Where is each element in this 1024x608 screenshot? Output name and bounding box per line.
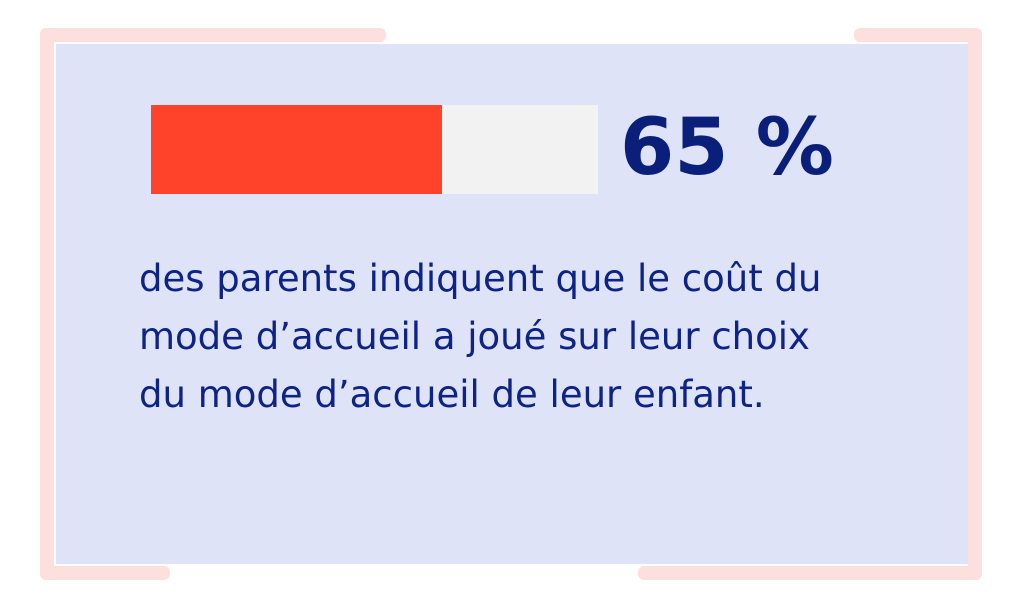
frame-bottom-right xyxy=(638,566,982,580)
frame-top-left xyxy=(40,28,386,42)
percent-value: 65 % xyxy=(620,103,834,193)
frame-left xyxy=(40,28,54,580)
progress-bar-fill xyxy=(151,105,442,194)
frame-top-right xyxy=(854,28,982,42)
frame-bottom-left xyxy=(40,566,170,580)
frame-right xyxy=(968,28,982,580)
progress-bar xyxy=(151,105,598,194)
stat-description: des parents indiquent que le coût du mod… xyxy=(139,257,822,416)
